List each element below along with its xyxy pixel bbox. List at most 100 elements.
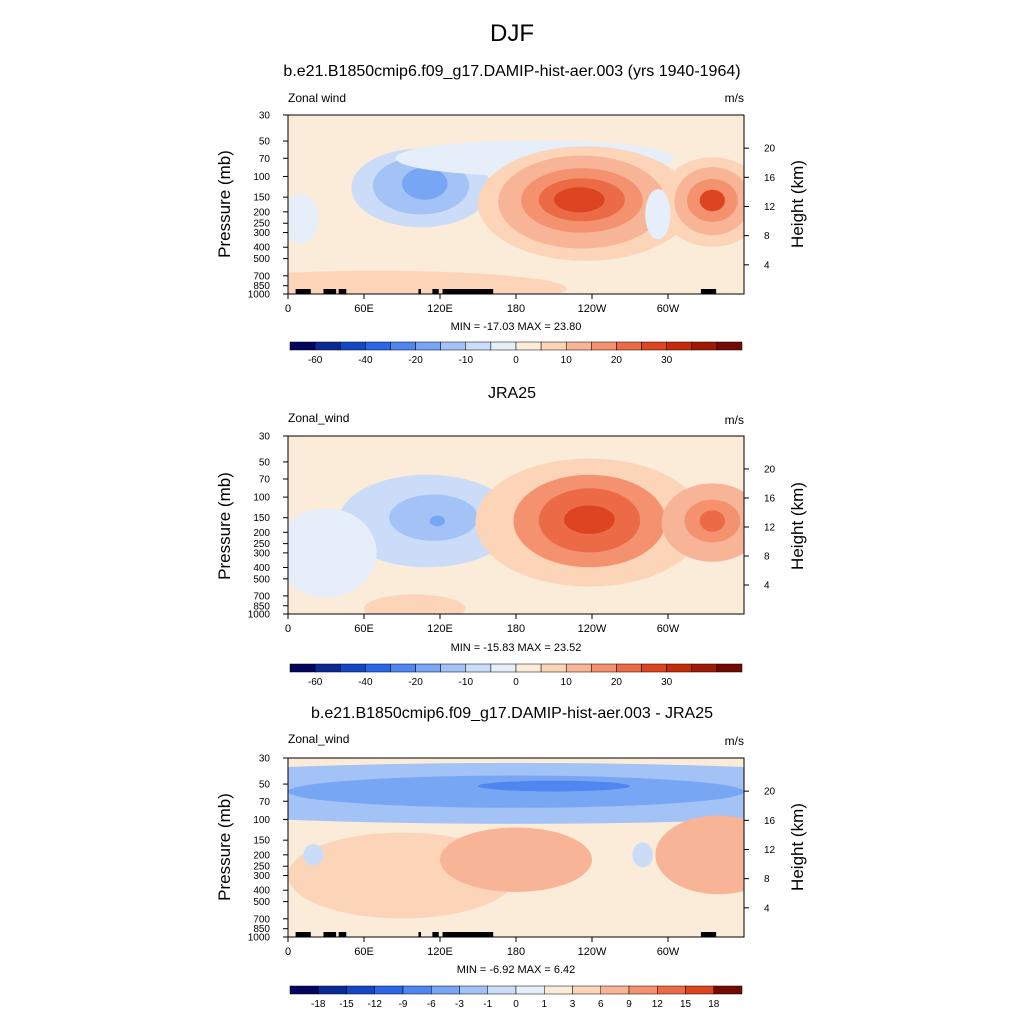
colorbar-swatch (641, 663, 667, 673)
colorbar-swatch (657, 985, 686, 995)
panel-3-colorbar: -18 -15 -12 -9 -6 -3 -1 0 1 3 6 9 12 15 18 (289, 985, 743, 1010)
colorbar-swatch (540, 341, 567, 351)
colorbar-label: 0 (513, 355, 519, 366)
colorbar-swatch (402, 985, 432, 995)
pressure-tick-label: 300 (253, 228, 270, 239)
colorbar-swatch (440, 663, 467, 673)
shade-low-100E (364, 594, 466, 614)
colorbar-swatch (440, 341, 467, 351)
shade-neg-band-core (478, 780, 630, 792)
shade-easterly-core (429, 515, 446, 527)
pressure-tick-label: 300 (253, 871, 270, 882)
colorbar-swatch (616, 341, 642, 351)
colorbar-label: -12 (368, 999, 383, 1010)
colorbar-swatch (716, 341, 743, 351)
terrain-block (442, 289, 494, 294)
colorbar-label: 6 (598, 999, 604, 1010)
colorbar-swatch (685, 985, 714, 995)
pressure-tick-label: 150 (253, 193, 270, 204)
terrain-block (338, 932, 347, 937)
colorbar-swatch (339, 341, 366, 351)
panel-3-variable: Zonal_wind (288, 732, 350, 746)
colorbar-swatch (390, 663, 416, 673)
colorbar-swatch (540, 663, 567, 673)
colorbar-label: 20 (611, 355, 623, 366)
x-tick-label: 60E (354, 946, 374, 958)
terrain-block (700, 289, 717, 294)
pressure-tick-label: 50 (259, 137, 271, 148)
shade-neg-20E (303, 844, 324, 866)
pressure-tick-label: 30 (259, 754, 271, 765)
x-tick-label: 120E (427, 303, 453, 315)
height-tick-label: 12 (764, 522, 776, 533)
x-tick-label: 120W (578, 946, 607, 958)
colorbar-label: 10 (561, 355, 573, 366)
colorbar-swatch (431, 985, 460, 995)
pressure-tick-label: 400 (253, 886, 270, 897)
height-tick-label: 20 (764, 787, 776, 798)
terrain-block (472, 289, 478, 294)
shade-jet1-core (554, 187, 605, 213)
pressure-tick-label: 700 (253, 914, 270, 925)
colorbar-label: -6 (427, 999, 436, 1010)
pressure-tick-label: 30 (259, 432, 271, 443)
pressure-tick-label: 200 (253, 207, 270, 218)
colorbar-swatch (318, 985, 347, 995)
height-tick-label: 4 (764, 260, 770, 271)
colorbar-swatch (591, 341, 617, 351)
colorbar-label: 0 (513, 999, 519, 1010)
pressure-tick-label: 1000 (248, 610, 271, 621)
colorbar-label: -20 (408, 677, 423, 688)
height-tick-label: 12 (764, 202, 776, 213)
colorbar-swatch (565, 341, 592, 351)
colorbar-swatch (390, 341, 416, 351)
height-tick-label: 8 (764, 874, 770, 885)
shade-low-120E (288, 270, 567, 294)
panel-3-ylabel: Pressure (mb) (215, 793, 234, 901)
colorbar-label: 9 (626, 999, 632, 1010)
x-tick-label: 60E (354, 303, 374, 315)
pressure-tick-label: 500 (253, 574, 270, 585)
x-tick-label: 60W (657, 303, 680, 315)
colorbar-swatch (515, 985, 545, 995)
colorbar-label: -18 (311, 999, 326, 1010)
pressure-tick-label: 700 (253, 591, 270, 602)
colorbar-label: -60 (308, 677, 323, 688)
terrain-block (323, 932, 337, 937)
colorbar-label: 15 (680, 999, 692, 1010)
x-tick-label: 120W (578, 623, 607, 635)
terrain-block (432, 289, 439, 294)
shade-jet2-core (699, 510, 725, 532)
height-tick-label: 8 (764, 231, 770, 242)
colorbar-swatch (465, 663, 492, 673)
pressure-tick-label: 100 (253, 172, 270, 183)
pressure-tick-label: 100 (253, 493, 270, 504)
colorbar-swatch (415, 341, 441, 351)
pressure-tick-label: 850 (253, 601, 270, 612)
colorbar-swatch (314, 663, 341, 673)
panel-3-stats: MIN = -6.92 MAX = 6.42 (456, 964, 576, 976)
colorbar-swatch (346, 985, 375, 995)
terrain-block (323, 289, 337, 294)
x-tick-label: 0 (285, 303, 291, 315)
colorbar-label: 30 (661, 677, 673, 688)
colorbar-label: -10 (459, 677, 474, 688)
terrain-block (338, 289, 347, 294)
pressure-tick-label: 850 (253, 281, 270, 292)
shade-pos-180 (440, 827, 592, 892)
colorbar-swatch (515, 341, 542, 351)
colorbar-swatch (641, 341, 667, 351)
pressure-tick-label: 200 (253, 850, 270, 861)
pressure-tick-label: 150 (253, 836, 270, 847)
colorbar-label: -15 (339, 999, 354, 1010)
pressure-tick-label: 50 (259, 457, 271, 468)
shade-low-easterly (288, 508, 377, 598)
terrain-block (418, 932, 421, 937)
panel-1-stats: MIN = -17.03 MAX = 23.80 (450, 321, 582, 333)
colorbar-swatch (415, 663, 441, 673)
terrain-block (295, 289, 311, 294)
pressure-tick-label: 700 (253, 271, 270, 282)
height-tick-label: 16 (764, 816, 776, 827)
colorbar-label: -20 (408, 355, 423, 366)
